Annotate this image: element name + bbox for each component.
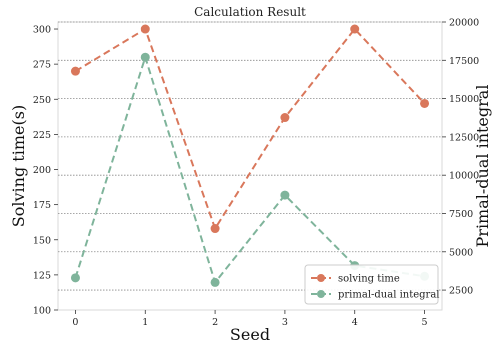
left-y-tick-label: 100 [33, 306, 51, 317]
legend-marker-solving-time [317, 274, 325, 282]
right-y-tick-label: 17500 [449, 56, 479, 67]
data-series [70, 24, 430, 287]
gridlines [58, 21, 442, 291]
plot-area [57, 21, 443, 311]
right-y-axis-label: Primal-dual integral [473, 85, 492, 248]
left-y-tick-label: 250 [33, 95, 51, 106]
data-point-primal-dual-integral [210, 277, 220, 287]
data-point-solving-time [420, 98, 430, 108]
left-y-axis-ticks: 100 125 150 175 200 225 250 275 300 [33, 25, 58, 317]
x-tick-label: 5 [422, 317, 428, 328]
right-y-tick-label: 7500 [449, 209, 473, 220]
left-y-axis-label: Solving time(s) [9, 105, 28, 227]
left-y-tick-label: 150 [33, 235, 51, 246]
x-tick-label: 0 [72, 317, 78, 328]
left-y-tick-label: 175 [33, 200, 51, 211]
right-y-tick-label: 12500 [449, 132, 479, 143]
left-y-tick-label: 200 [33, 165, 51, 176]
x-tick-label: 1 [142, 317, 148, 328]
left-y-tick-label: 275 [33, 60, 51, 71]
data-point-solving-time [210, 224, 220, 234]
series-line-primal-dual-integral [74, 53, 425, 285]
data-point-solving-time [140, 24, 150, 34]
legend: solving time primal-dual integral [304, 264, 440, 305]
data-point-primal-dual-integral [70, 273, 80, 283]
right-y-tick-label: 15000 [449, 94, 479, 105]
x-tick-label: 2 [212, 317, 218, 328]
chart-title: Calculation Result [194, 5, 306, 19]
right-y-tick-label: 2500 [449, 286, 473, 297]
legend-marker-primal-dual-integral [317, 290, 325, 298]
left-y-tick-label: 125 [33, 270, 51, 281]
legend-label-solving-time: solving time [338, 274, 400, 285]
data-point-solving-time [280, 113, 290, 123]
legend-label-primal-dual-integral: primal-dual integral [338, 290, 440, 301]
x-tick-label: 4 [352, 317, 358, 328]
right-y-axis-ticks: 2500 5000 7500 10000 12500 15000 17500 20000 [442, 18, 479, 297]
right-y-tick-label: 10000 [449, 171, 479, 182]
legend-box [304, 264, 439, 305]
right-y-tick-label: 20000 [449, 18, 479, 29]
right-y-tick-label: 5000 [449, 247, 473, 258]
data-point-solving-time [350, 24, 360, 34]
series-line-solving-time [74, 27, 426, 231]
x-axis-label: Seed [230, 325, 270, 344]
x-tick-label: 3 [282, 317, 288, 328]
data-point-primal-dual-integral [140, 52, 150, 62]
left-y-tick-label: 300 [33, 25, 51, 36]
data-point-solving-time [70, 66, 80, 76]
data-point-primal-dual-integral [280, 190, 290, 200]
x-axis-ticks: 0 1 2 3 4 5 [72, 310, 428, 328]
left-y-tick-label: 225 [33, 130, 51, 141]
